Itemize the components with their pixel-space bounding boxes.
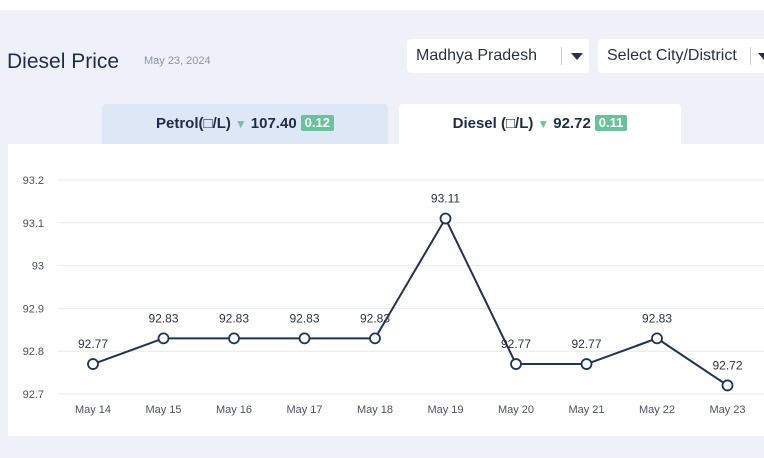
x-tick-label: May 14 bbox=[75, 404, 111, 416]
tab-diesel[interactable]: Diesel (□/L) ▼ 92.72 0.11 bbox=[399, 104, 681, 144]
petrol-price: 107.40 bbox=[250, 115, 297, 132]
x-tick-label: May 19 bbox=[427, 404, 463, 416]
data-point bbox=[369, 332, 381, 345]
x-tick-label: May 15 bbox=[145, 404, 181, 416]
state-select-value: Madhya Pradesh bbox=[416, 47, 537, 64]
state-select[interactable]: Madhya Pradesh bbox=[407, 39, 589, 73]
data-label: 92.77 bbox=[501, 337, 531, 351]
x-tick-label: May 21 bbox=[568, 404, 604, 416]
x-tick-label: May 16 bbox=[216, 404, 252, 416]
page-title: Diesel Price bbox=[7, 50, 120, 73]
city-select[interactable]: Select City/District bbox=[598, 39, 764, 73]
chevron-down-icon[interactable] bbox=[758, 53, 764, 60]
data-point bbox=[510, 358, 522, 370]
y-tick-label: 93.2 bbox=[23, 175, 44, 187]
data-label: 92.77 bbox=[78, 337, 108, 351]
data-label: 92.83 bbox=[642, 311, 672, 325]
price-chart-card: 92.7 92.8 92.9 93 93.1 93.2 May 14 May 15 May 16… bbox=[8, 144, 764, 436]
data-point bbox=[228, 332, 240, 345]
tab-petrol-label: Petrol(□/L) bbox=[156, 115, 231, 132]
y-tick-label: 92.7 bbox=[23, 389, 44, 401]
price-line-chart: 92.7 92.8 92.9 93 93.1 93.2 May 14 May 15 May 16… bbox=[23, 175, 764, 416]
data-point bbox=[87, 358, 99, 370]
select-divider bbox=[561, 47, 562, 65]
series-line bbox=[92, 217, 729, 387]
data-label: 92.83 bbox=[289, 311, 319, 325]
diesel-price: 92.72 bbox=[553, 115, 591, 132]
down-arrow-icon: ▼ bbox=[537, 117, 550, 131]
y-tick-label: 92.9 bbox=[23, 303, 44, 315]
data-label: 92.83 bbox=[148, 311, 178, 325]
diesel-change-badge: 0.11 bbox=[594, 115, 628, 131]
y-tick-label: 92.8 bbox=[23, 346, 44, 358]
y-tick-label: 93 bbox=[32, 261, 44, 273]
data-point bbox=[298, 332, 311, 345]
select-divider bbox=[750, 47, 751, 65]
x-tick-label: May 18 bbox=[357, 404, 393, 416]
x-tick-label: May 23 bbox=[709, 404, 745, 416]
y-tick-label: 93.1 bbox=[23, 218, 44, 230]
data-label: 92.77 bbox=[571, 337, 601, 351]
chevron-down-icon[interactable] bbox=[571, 53, 583, 60]
x-tick-label: May 17 bbox=[286, 404, 322, 416]
data-point bbox=[439, 212, 452, 225]
data-label: 92.83 bbox=[219, 311, 249, 325]
price-date: May 23, 2024 bbox=[144, 55, 211, 67]
price-header: Diesel Price May 23, 2024 Madhya Pradesh… bbox=[0, 24, 764, 92]
petrol-change-badge: 0.12 bbox=[300, 115, 334, 131]
down-arrow-icon: ▼ bbox=[234, 117, 247, 131]
x-tick-label: May 22 bbox=[639, 404, 675, 416]
data-label: 92.83 bbox=[360, 311, 390, 325]
tab-petrol[interactable]: Petrol(□/L) ▼ 107.40 0.12 bbox=[102, 104, 388, 144]
data-point bbox=[157, 332, 170, 345]
data-point bbox=[651, 332, 663, 345]
data-label: 92.72 bbox=[712, 358, 742, 372]
data-label: 93.11 bbox=[431, 192, 460, 206]
top-strip bbox=[0, 0, 764, 10]
city-select-value: Select City/District bbox=[607, 47, 737, 64]
x-tick-label: May 20 bbox=[498, 404, 534, 416]
data-point bbox=[580, 358, 593, 370]
tab-diesel-label: Diesel (□/L) bbox=[452, 115, 534, 132]
data-point bbox=[721, 379, 734, 392]
